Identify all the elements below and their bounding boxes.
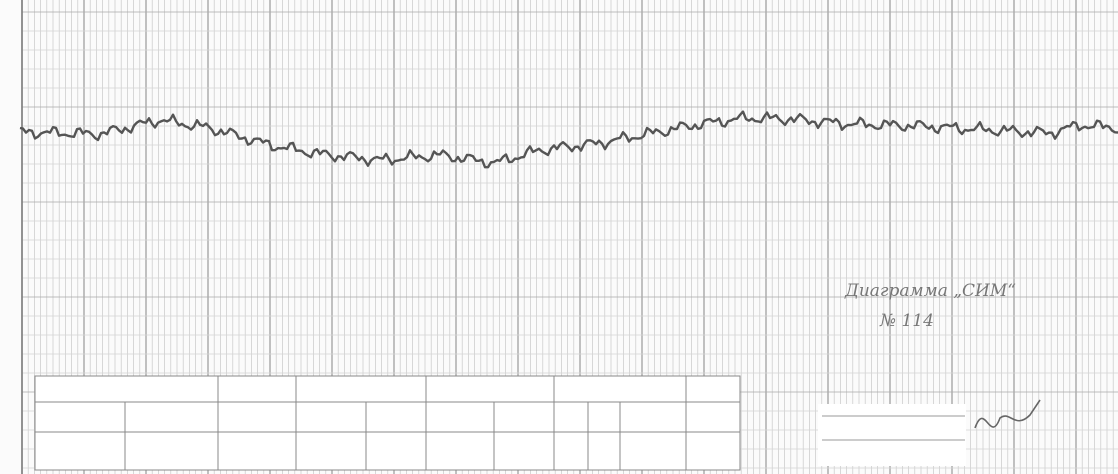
page: Диаграмма „СИМ“ № 114 (() => { const dat… bbox=[0, 0, 1118, 474]
diagram-number: № 114 bbox=[879, 311, 934, 331]
diagram-title: Диаграмма „СИМ“ bbox=[844, 281, 1016, 301]
record-table bbox=[35, 376, 740, 470]
signature-area bbox=[818, 404, 966, 466]
table-frame bbox=[35, 376, 740, 470]
chart-paper: Диаграмма „СИМ“ № 114 bbox=[0, 0, 1118, 474]
